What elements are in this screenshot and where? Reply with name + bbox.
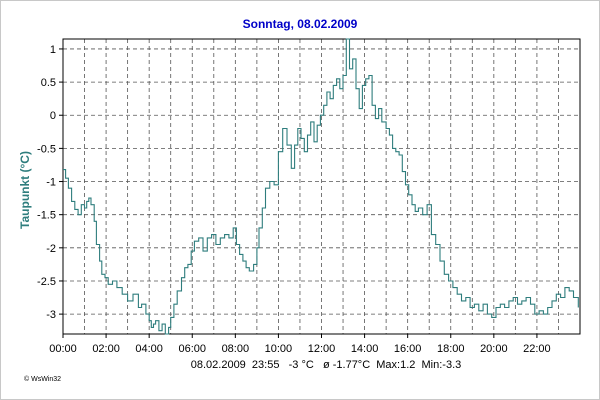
dewpoint-series-line (63, 38, 579, 335)
x-tick-label: 22:00 (523, 343, 551, 355)
y-tick-label: -2 (46, 243, 56, 255)
x-tick-label: 16:00 (394, 343, 422, 355)
grid (63, 39, 580, 334)
y-tick-label: 0 (50, 110, 56, 122)
y-tick-label: 1 (50, 44, 56, 56)
status-line: 08.02.2009 23:55 -3 °C ø -1.77°C Max:1.2… (191, 359, 462, 371)
x-tick-label: 00:00 (49, 343, 77, 355)
x-tick-label: 20:00 (480, 343, 508, 355)
y-tick-label: -0.5 (37, 143, 56, 155)
y-tick-label: -1 (46, 177, 56, 189)
y-axis-label: Taupunkt (°C) (18, 151, 32, 229)
x-tick-label: 10:00 (265, 343, 293, 355)
x-axis: 00:00 02:00 04:00 06:00 08:00 10:00 12:00 14:00… (49, 334, 551, 355)
credit-label: © WsWin32 (24, 375, 61, 383)
y-axis: 1 0.5 0 -0.5 -1 -1.5 -2 -2.5 -3 (37, 44, 63, 321)
x-tick-label: 02:00 (92, 343, 120, 355)
chart-title: Sonntag, 08.02.2009 (243, 17, 358, 31)
y-tick-label: -3 (46, 309, 56, 321)
x-tick-label: 12:00 (308, 343, 336, 355)
y-tick-label: -2.5 (37, 276, 56, 288)
y-tick-label: 0.5 (41, 77, 56, 89)
y-tick-label: -1.5 (37, 210, 56, 222)
x-tick-label: 04:00 (135, 343, 163, 355)
x-tick-label: 18:00 (437, 343, 465, 355)
x-tick-label: 14:00 (351, 343, 379, 355)
x-tick-label: 08:00 (222, 343, 250, 355)
x-tick-label: 06:00 (178, 343, 206, 355)
